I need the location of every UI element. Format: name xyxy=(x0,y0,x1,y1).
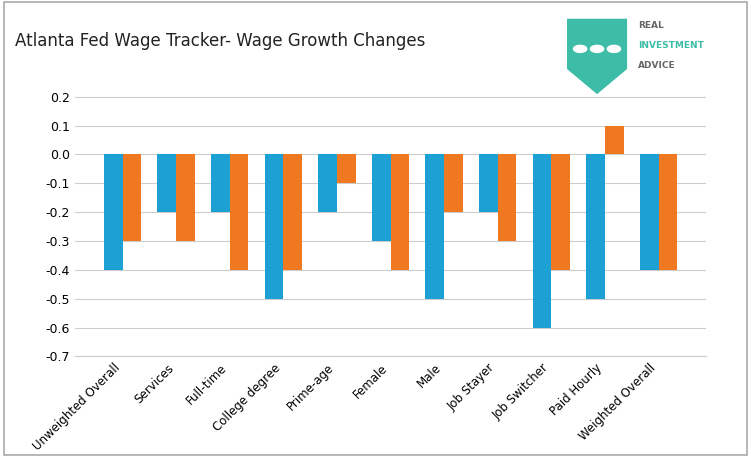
Bar xyxy=(586,154,605,299)
Bar xyxy=(444,154,463,212)
Text: REAL: REAL xyxy=(638,21,664,30)
Bar xyxy=(640,154,659,270)
PathPatch shape xyxy=(567,19,627,94)
Text: ADVICE: ADVICE xyxy=(638,62,676,70)
Bar xyxy=(532,154,551,328)
Text: INVESTMENT: INVESTMENT xyxy=(638,42,704,50)
Bar xyxy=(659,154,677,270)
Bar xyxy=(391,154,409,270)
Bar xyxy=(158,154,176,212)
Bar xyxy=(551,154,570,270)
Bar xyxy=(211,154,230,212)
Bar xyxy=(230,154,249,270)
Bar xyxy=(122,154,141,241)
Bar xyxy=(104,154,122,270)
Bar xyxy=(425,154,444,299)
Circle shape xyxy=(608,45,620,53)
Circle shape xyxy=(590,45,604,53)
Bar xyxy=(372,154,391,241)
Bar xyxy=(264,154,283,299)
Bar xyxy=(318,154,337,212)
Bar xyxy=(479,154,498,212)
Bar xyxy=(337,154,356,183)
Circle shape xyxy=(574,45,587,53)
Text: Atlanta Fed Wage Tracker- Wage Growth Changes: Atlanta Fed Wage Tracker- Wage Growth Ch… xyxy=(15,32,425,50)
Bar xyxy=(176,154,195,241)
Bar xyxy=(283,154,302,270)
Bar xyxy=(498,154,517,241)
Bar xyxy=(605,126,623,154)
